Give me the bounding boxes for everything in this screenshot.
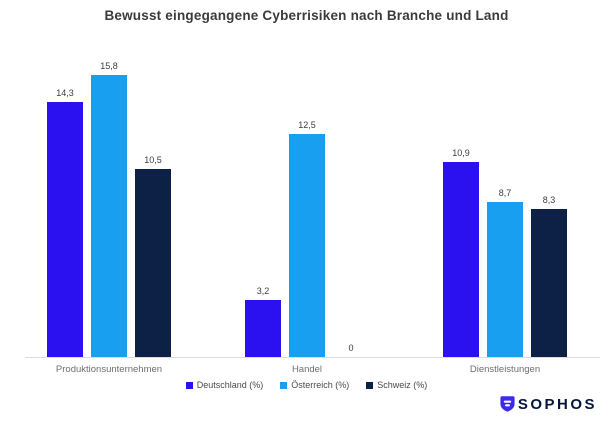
bar-value-label: 8,7: [498, 188, 512, 198]
bar-slot: 14,3: [47, 88, 83, 357]
legend-color-swatch: [185, 381, 193, 389]
bar-value-label: 10,9: [452, 148, 470, 158]
bar-slot: 0: [333, 343, 369, 357]
bar-slot: 8,7: [487, 188, 523, 357]
legend-item: Schweiz (%): [366, 380, 427, 390]
legend-color-swatch: [280, 381, 288, 389]
bar-slot: 3,2: [245, 286, 281, 357]
bar: [135, 169, 171, 357]
bar-value-label: 0: [348, 343, 354, 353]
plot-area: 14,3 15,8 10,5 3,2 12,5 0 10,9 8,7 8,3: [25, 57, 600, 357]
chart-legend: Deutschland (%) Österreich (%) Schweiz (%): [0, 380, 613, 390]
bar: [47, 102, 83, 357]
category-label: Dienstleistungen: [469, 364, 541, 375]
legend-color-swatch: [366, 381, 374, 389]
bar: [289, 134, 325, 357]
bar-value-label: 8,3: [542, 195, 556, 205]
category-label: Handel: [291, 364, 323, 375]
bar-slot: 8,3: [531, 195, 567, 357]
category-label: Produktionsunternehmen: [55, 364, 163, 375]
legend-label: Schweiz (%): [377, 380, 428, 390]
bar-slot: 15,8: [91, 61, 127, 357]
bar: [531, 209, 567, 357]
bar-group: 14,3 15,8 10,5: [47, 61, 171, 357]
bar-slot: 10,9: [443, 148, 479, 357]
chart-title: Bewusst eingegangene Cyberrisiken nach B…: [104, 8, 509, 23]
legend-label: Österreich (%): [291, 380, 350, 390]
bar-value-label: 14,3: [56, 88, 74, 98]
bar-group: 10,9 8,7 8,3: [443, 148, 567, 357]
bar: [443, 162, 479, 357]
sophos-wordmark: SOPHOS: [517, 395, 597, 413]
legend-label: Deutschland (%): [196, 380, 264, 390]
bar: [487, 202, 523, 357]
legend-item: Österreich (%): [280, 380, 349, 390]
bar-value-label: 12,5: [298, 120, 316, 130]
bar: [91, 75, 127, 357]
bar-chart: 14,3 15,8 10,5 3,2 12,5 0 10,9 8,7 8,3 Produktio…: [25, 57, 600, 387]
bar-group: 3,2 12,5 0: [245, 120, 369, 357]
bar: [245, 300, 281, 357]
legend-item: Deutschland (%): [185, 380, 264, 390]
bar-value-label: 15,8: [100, 61, 118, 71]
bar-value-label: 10,5: [144, 155, 162, 165]
sophos-logo: SOPHOS: [500, 396, 597, 412]
x-axis-line: [25, 357, 600, 358]
bar-slot: 10,5: [135, 155, 171, 357]
bar-value-label: 3,2: [256, 286, 270, 296]
sophos-shield-icon: [500, 396, 515, 412]
bar-slot: 12,5: [289, 120, 325, 357]
